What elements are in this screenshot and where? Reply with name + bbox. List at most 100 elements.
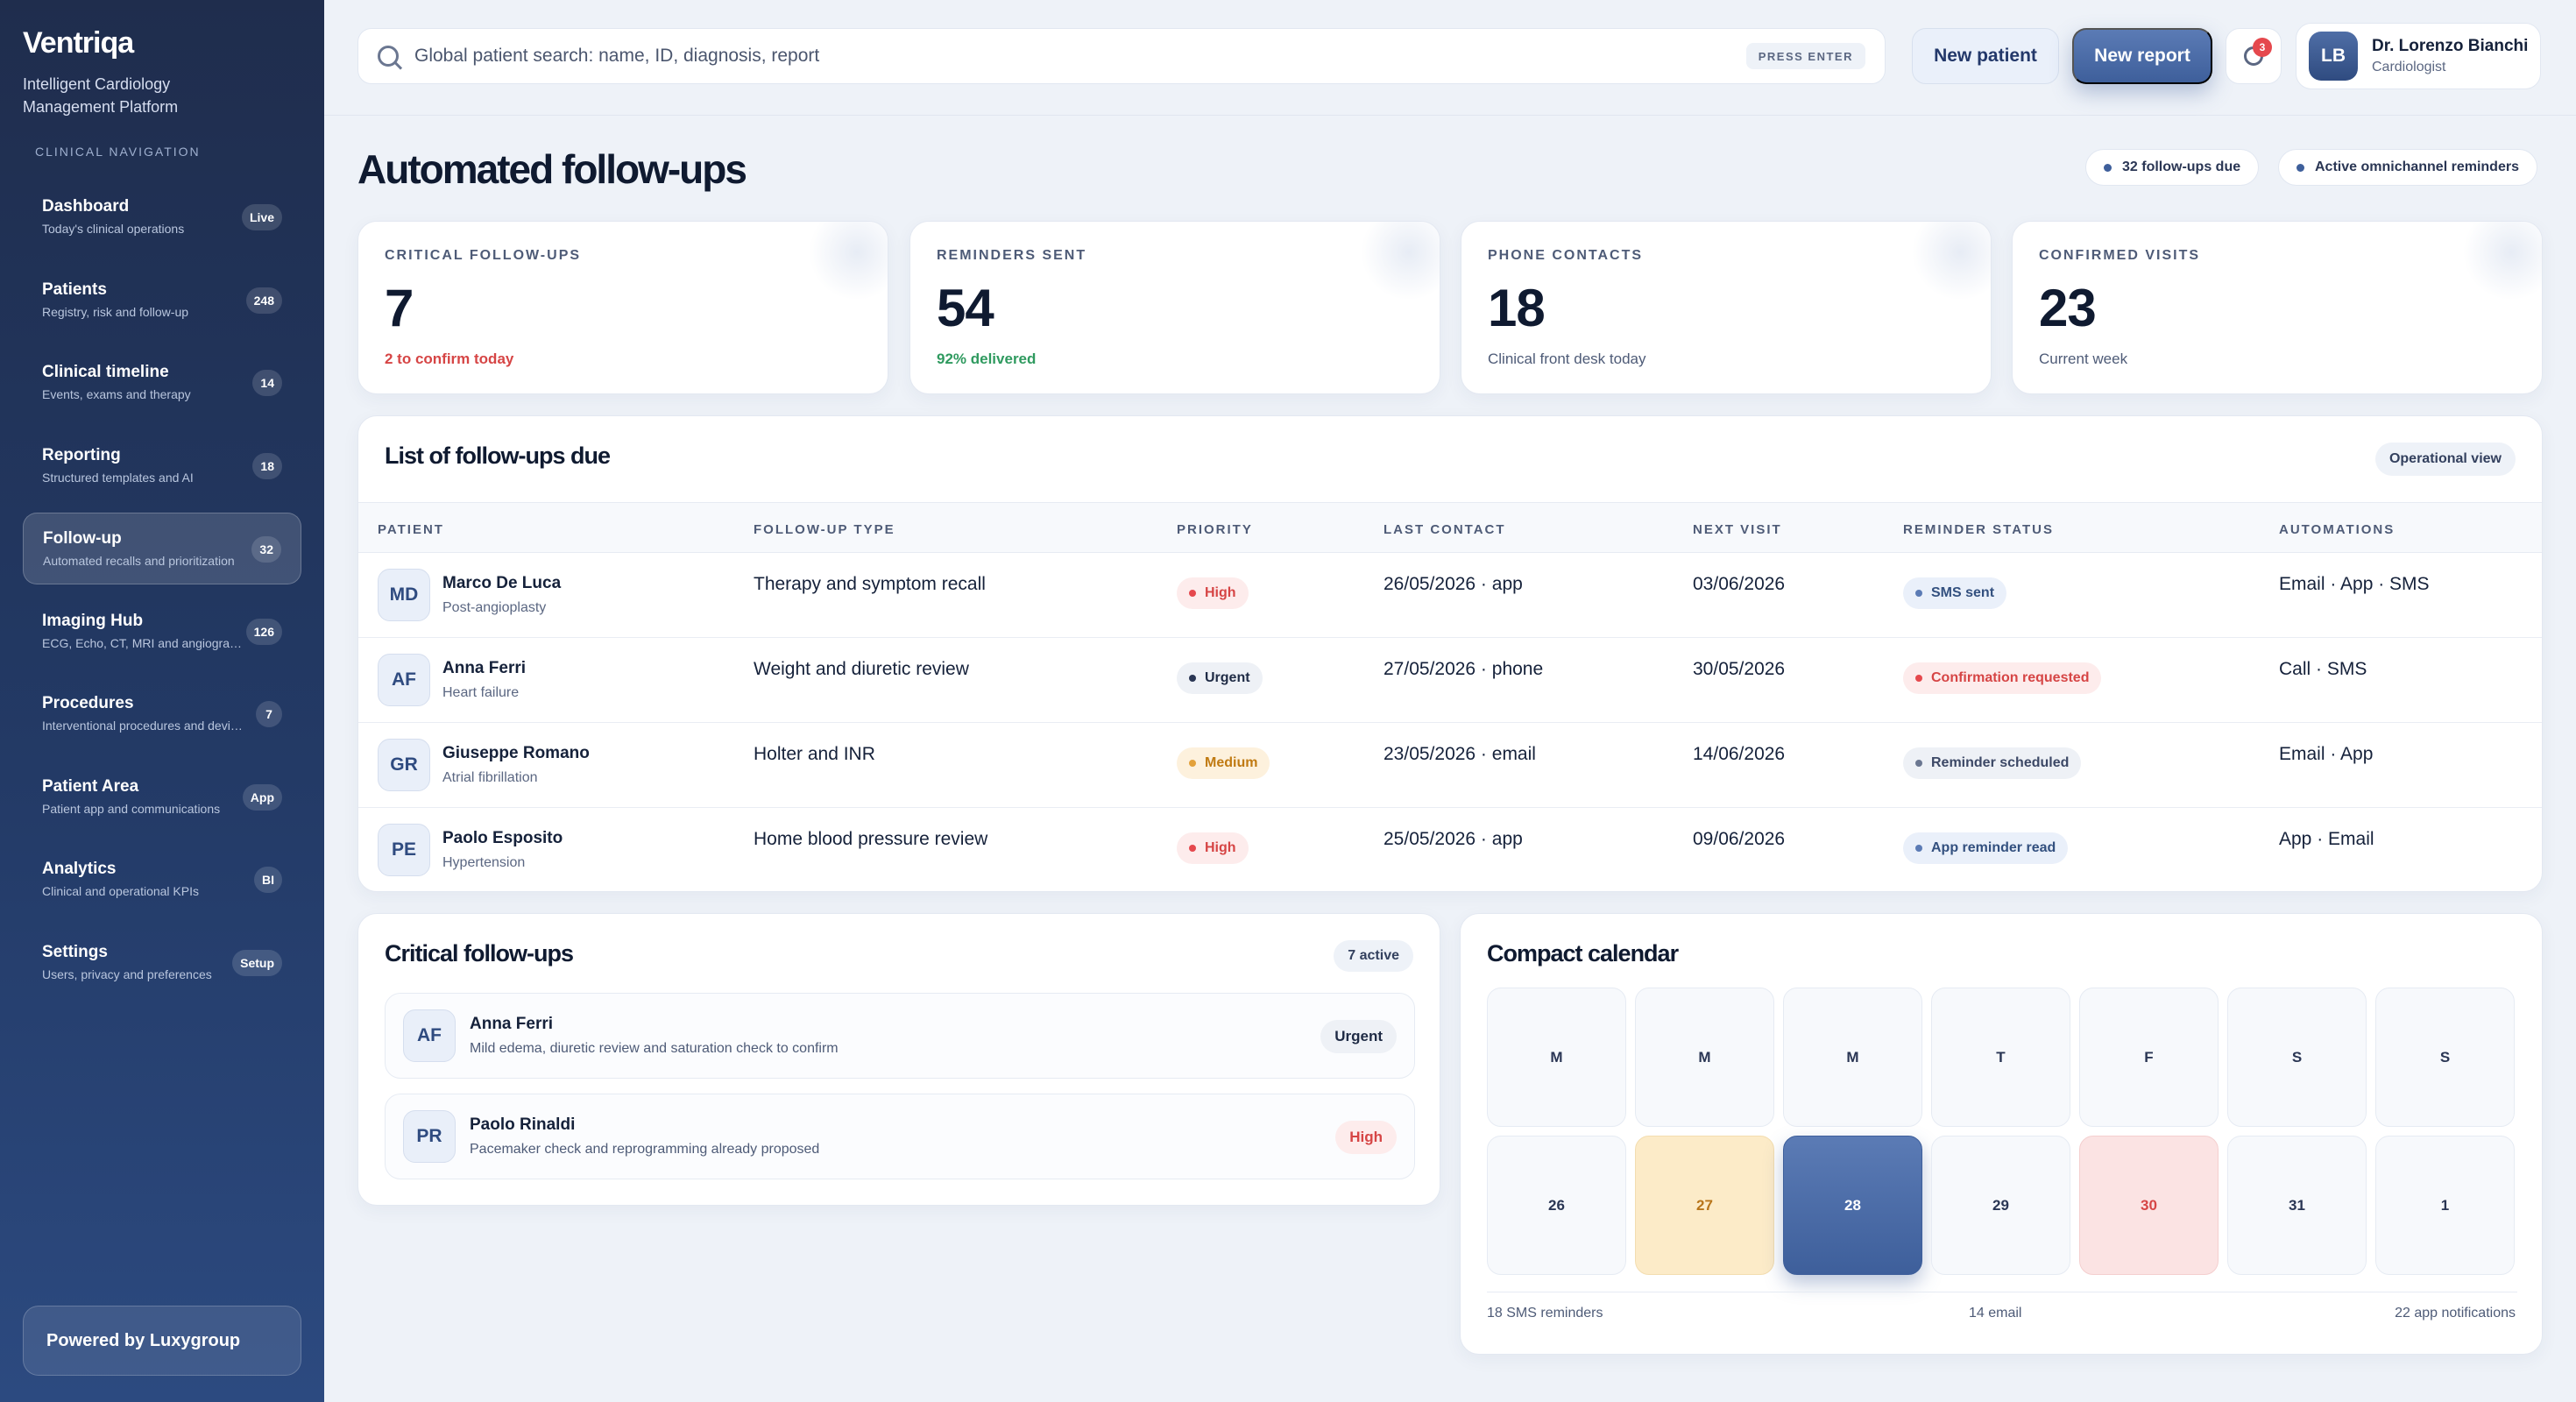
calendar-weekday: S	[2227, 988, 2367, 1127]
column-header[interactable]: NEXT VISIT	[1693, 522, 1782, 537]
critical-description: Mild edema, diuretic review and saturati…	[470, 1041, 839, 1056]
calendar-weekday: M	[1783, 988, 1922, 1127]
kpi-note: Clinical front desk today	[1488, 350, 1646, 367]
new-report-button[interactable]: New report	[2072, 28, 2212, 84]
calendar-weekday: M	[1487, 988, 1626, 1127]
calendar-day[interactable]: 30	[2079, 1136, 2219, 1275]
sidebar-item-procedures[interactable]: Procedures Interventional procedures and…	[23, 678, 301, 750]
priority-label: High	[1205, 840, 1236, 855]
patient-name: Paolo Rinaldi	[470, 1115, 576, 1134]
column-header[interactable]: REMINDER STATUS	[1903, 522, 2054, 537]
status-dot-icon	[1189, 590, 1196, 597]
priority-label: Urgent	[1205, 670, 1250, 685]
calendar-weekday: F	[2079, 988, 2219, 1127]
priority-badge: High	[1177, 832, 1249, 864]
calendar-day[interactable]: 31	[2227, 1136, 2367, 1275]
new-patient-button[interactable]: New patient	[1912, 28, 2059, 84]
table-row[interactable]: PE Paolo Esposito Hypertension Home bloo…	[358, 808, 2542, 891]
status-dot-icon	[1915, 845, 1922, 852]
sidebar-item-badge: Live	[241, 204, 282, 230]
sidebar-item-patients[interactable]: Patients Registry, risk and follow-up 24…	[23, 265, 301, 336]
sidebar-item-label: Imaging Hub	[42, 611, 144, 630]
status-dot-icon	[1189, 760, 1196, 767]
global-search[interactable]: PRESS ENTER	[357, 28, 1886, 84]
sidebar-item-label: Procedures	[42, 694, 134, 712]
followup-type: Holter and INR	[754, 744, 875, 764]
last-contact: 25/05/2026 · app	[1384, 829, 1523, 849]
table-row[interactable]: MD Marco De Luca Post-angioplasty Therap…	[358, 553, 2542, 638]
kpi-value: 7	[385, 279, 414, 337]
sidebar-item-desc: Automated recalls and prioritization	[43, 554, 235, 568]
sidebar-item-dashboard[interactable]: Dashboard Today's clinical operations Li…	[23, 181, 301, 253]
nav-caption: CLINICAL NAVIGATION	[35, 145, 201, 159]
avatar: MD	[378, 569, 430, 621]
sidebar-item-badge: 18	[252, 452, 282, 479]
automations: Call · SMS	[2279, 659, 2367, 679]
column-header[interactable]: PATIENT	[378, 522, 444, 537]
search-input[interactable]	[414, 46, 1746, 67]
last-contact: 23/05/2026 · email	[1384, 744, 1536, 764]
calendar-day[interactable]: 27	[1635, 1136, 1774, 1275]
search-icon	[378, 46, 399, 67]
kpi-label: PHONE CONTACTS	[1488, 248, 1644, 263]
sidebar-item-imaging-hub[interactable]: Imaging Hub ECG, Echo, CT, MRI and angio…	[23, 596, 301, 668]
sidebar-item-desc: Interventional procedures and devices	[42, 719, 244, 733]
followup-type: Home blood pressure review	[754, 829, 988, 849]
kpi-label: CRITICAL FOLLOW-UPS	[385, 248, 582, 263]
sidebar-item-patient-area[interactable]: Patient Area Patient app and communicati…	[23, 761, 301, 833]
sidebar-item-desc: Users, privacy and preferences	[42, 967, 212, 981]
calendar-day-selected[interactable]: 28	[1783, 1136, 1922, 1275]
table-header: PATIENT FOLLOW-UP TYPE PRIORITY LAST CON…	[358, 502, 2542, 553]
reminder-status-badge: App reminder read	[1903, 832, 2069, 864]
sidebar-item-follow-up[interactable]: Follow-up Automated recalls and prioriti…	[23, 513, 301, 584]
patient-name: Giuseppe Romano	[442, 744, 590, 762]
sidebar-item-desc: Today's clinical operations	[42, 222, 185, 236]
sidebar-item-desc: Structured templates and AI	[42, 470, 194, 485]
column-header[interactable]: AUTOMATIONS	[2279, 522, 2396, 537]
priority-badge: High	[1335, 1121, 1397, 1154]
calendar-weekday: S	[2375, 988, 2515, 1127]
status-dot-icon	[1915, 590, 1922, 597]
email-count: 14 email	[1969, 1306, 2022, 1321]
followup-type: Weight and diuretic review	[754, 659, 969, 679]
sidebar-item-clinical-timeline[interactable]: Clinical timeline Events, exams and ther…	[23, 347, 301, 419]
sidebar-item-reporting[interactable]: Reporting Structured templates and AI 18	[23, 430, 301, 502]
sidebar-item-badge: 248	[245, 287, 282, 314]
kpi-label: CONFIRMED VISITS	[2039, 248, 2201, 263]
avatar: AF	[378, 654, 430, 706]
chip-label: 32 follow-ups due	[2122, 159, 2241, 174]
table-row[interactable]: GR Giuseppe Romano Atrial fibrillation H…	[358, 723, 2542, 808]
sidebar-item-badge: App	[242, 783, 282, 811]
column-header[interactable]: LAST CONTACT	[1384, 522, 1506, 537]
critical-item[interactable]: PR Paolo Rinaldi Pacemaker check and rep…	[385, 1094, 1415, 1179]
kpi-value: 23	[2039, 279, 2097, 337]
calendar-day[interactable]: 1	[2375, 1136, 2515, 1275]
kpi-reminders-sent: REMINDERS SENT 54 92% delivered	[909, 221, 1440, 394]
user-profile[interactable]: LB Dr. Lorenzo Bianchi Cardiologist	[2296, 23, 2541, 89]
next-visit: 09/06/2026	[1693, 829, 1786, 849]
brand-subtitle: Intelligent Cardiology Management Platfo…	[23, 75, 179, 116]
critical-item[interactable]: AF Anna Ferri Mild edema, diuretic revie…	[385, 993, 1415, 1079]
card-title: Critical follow-ups	[385, 940, 574, 967]
followups-due-chip: 32 follow-ups due	[2085, 149, 2260, 186]
table-row[interactable]: AF Anna Ferri Heart failure Weight and d…	[358, 638, 2542, 723]
sidebar-item-analytics[interactable]: Analytics Clinical and operational KPIs …	[23, 844, 301, 916]
calendar-day[interactable]: 26	[1487, 1136, 1626, 1275]
sidebar-item-badge: 7	[256, 701, 282, 727]
patient-condition: Heart failure	[442, 685, 520, 700]
sidebar-item-badge: 32	[251, 536, 281, 563]
operational-view-button[interactable]: Operational view	[2374, 443, 2516, 476]
calendar-day[interactable]: 29	[1931, 1136, 2070, 1275]
sidebar-item-desc: Patient app and communications	[42, 801, 221, 816]
powered-by-link[interactable]: Powered by Luxygroup	[23, 1306, 301, 1376]
kpi-phone-contacts: PHONE CONTACTS 18 Clinical front desk to…	[1461, 221, 1992, 394]
user-role: Cardiologist	[2372, 60, 2446, 74]
reminder-status-badge: SMS sent	[1903, 577, 2007, 609]
patient-condition: Post-angioplasty	[442, 600, 547, 615]
omnichannel-reminders-chip: Active omnichannel reminders	[2278, 149, 2537, 186]
avatar: PR	[403, 1110, 456, 1163]
sidebar-item-settings[interactable]: Settings Users, privacy and preferences …	[23, 927, 301, 999]
column-header[interactable]: FOLLOW-UP TYPE	[754, 522, 895, 537]
column-header[interactable]: PRIORITY	[1177, 522, 1253, 537]
notifications-button[interactable]: 3	[2226, 28, 2282, 84]
